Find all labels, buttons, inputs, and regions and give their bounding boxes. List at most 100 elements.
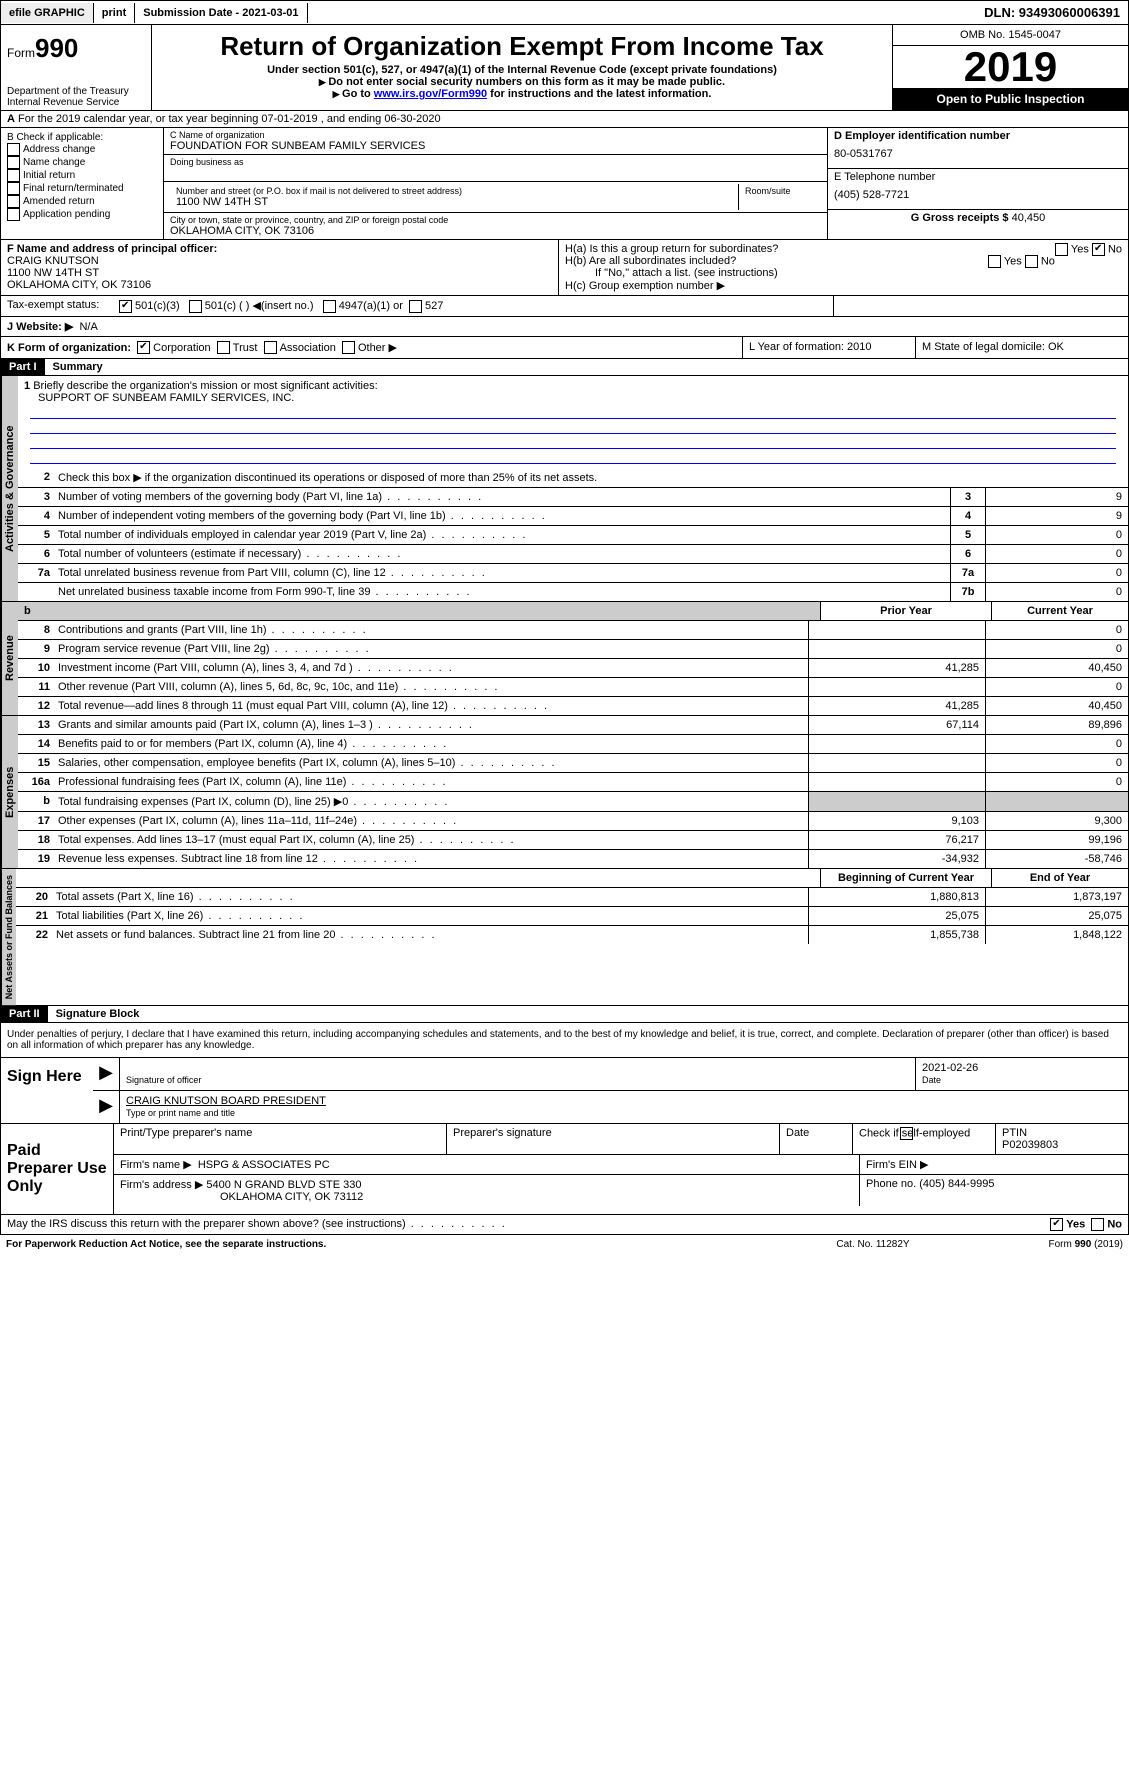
gov-line-7a: 7aTotal unrelated business revenue from … <box>18 564 1128 583</box>
city: OKLAHOMA CITY, OK 73106 <box>170 225 821 237</box>
ha-no[interactable] <box>1092 243 1105 256</box>
ha-yes[interactable] <box>1055 243 1068 256</box>
open-inspection: Open to Public Inspection <box>893 88 1128 110</box>
chk-501c3[interactable] <box>119 300 132 313</box>
website-val: N/A <box>79 321 97 333</box>
room-label: Room/suite <box>739 184 821 210</box>
line-b: bTotal fundraising expenses (Part IX, co… <box>18 792 1128 812</box>
vtab-expenses: Expenses <box>1 716 18 868</box>
colb-address-change: Address change <box>7 143 157 156</box>
gov-line-5: 5Total number of individuals employed in… <box>18 526 1128 545</box>
line-10: 10Investment income (Part VIII, column (… <box>18 659 1128 678</box>
line-22: 22Net assets or fund balances. Subtract … <box>16 926 1128 944</box>
subtitle-3: Go to www.irs.gov/Form990 for instructio… <box>160 88 884 100</box>
section-revenue: Revenue bPrior YearCurrent Year 8Contrib… <box>0 602 1129 716</box>
col-b-label: B Check if applicable: <box>7 132 157 143</box>
hb-no[interactable] <box>1025 255 1038 268</box>
hdr-curr: Current Year <box>991 602 1128 620</box>
vtab-netassets: Net Assets or Fund Balances <box>1 869 16 1005</box>
line-11: 11Other revenue (Part VIII, column (A), … <box>18 678 1128 697</box>
chk-4947[interactable] <box>323 300 336 313</box>
top-bar: efile GRAPHIC print Submission Date - 20… <box>0 0 1129 25</box>
org-name: FOUNDATION FOR SUNBEAM FAMILY SERVICES <box>170 140 821 152</box>
dept: Department of the Treasury Internal Reve… <box>1 84 151 110</box>
tax-label: Tax-exempt status: <box>1 296 113 316</box>
year-formation: L Year of formation: 2010 <box>743 337 916 359</box>
footer: For Paperwork Reduction Act Notice, see … <box>0 1235 1129 1254</box>
line-8: 8Contributions and grants (Part VIII, li… <box>18 621 1128 640</box>
row-klm: K Form of organization: Corporation Trus… <box>0 337 1129 360</box>
state-domicile: M State of legal domicile: OK <box>916 337 1128 359</box>
gov-line-7b: Net unrelated business taxable income fr… <box>18 583 1128 601</box>
chk-assoc[interactable] <box>264 341 277 354</box>
dln: DLN: 93493060006391 <box>976 1 1128 24</box>
subdate-btn[interactable]: Submission Date - 2021-03-01 <box>135 3 307 23</box>
col-d: D Employer identification number 80-0531… <box>828 128 1128 239</box>
row-a: A For the 2019 calendar year, or tax yea… <box>0 111 1129 128</box>
main-grid: B Check if applicable: Address changeNam… <box>0 128 1129 240</box>
subtitle-1: Under section 501(c), 527, or 4947(a)(1)… <box>160 64 884 76</box>
gov-line-4: 4Number of independent voting members of… <box>18 507 1128 526</box>
addr-label: Number and street (or P.O. box if mail i… <box>176 186 732 196</box>
f-label: F Name and address of principal officer: <box>7 243 217 255</box>
row-website: J Website: ▶ N/A <box>0 317 1129 337</box>
row-fh: F Name and address of principal officer:… <box>0 240 1129 296</box>
colb-final-return-terminated: Final return/terminated <box>7 182 157 195</box>
efile-btn[interactable]: efile GRAPHIC <box>1 3 94 23</box>
irs-link[interactable]: www.irs.gov/Form990 <box>374 88 487 100</box>
section-netassets: Net Assets or Fund Balances Beginning of… <box>0 869 1129 1006</box>
discuss-no[interactable] <box>1091 1218 1104 1231</box>
l2: Check this box ▶ if the organization dis… <box>54 468 1128 487</box>
ha: H(a) Is this a group return for subordin… <box>565 243 778 255</box>
line-16a: 16aProfessional fundraising fees (Part I… <box>18 773 1128 792</box>
col-b: B Check if applicable: Address changeNam… <box>1 128 164 239</box>
hdr-beg: Beginning of Current Year <box>820 869 991 887</box>
officer-addr2: OKLAHOMA CITY, OK 73106 <box>7 279 552 291</box>
chk-corp[interactable] <box>137 341 150 354</box>
line-14: 14Benefits paid to or for members (Part … <box>18 735 1128 754</box>
hb: H(b) Are all subordinates included? <box>565 255 736 267</box>
gross-receipts: 40,450 <box>1012 212 1046 224</box>
name-label: C Name of organization <box>170 130 821 140</box>
colb-amended-return: Amended return <box>7 195 157 208</box>
ein: 80-0531767 <box>834 142 1122 166</box>
vtab-revenue: Revenue <box>1 602 18 715</box>
form-title: Return of Organization Exempt From Incom… <box>160 31 884 62</box>
line-20: 20Total assets (Part X, line 16)1,880,81… <box>16 888 1128 907</box>
chk-527[interactable] <box>409 300 422 313</box>
sign-here: Sign Here ▶Signature of officer2021-02-2… <box>0 1058 1129 1124</box>
declaration: Under penalties of perjury, I declare th… <box>0 1023 1129 1058</box>
colb-name-change: Name change <box>7 156 157 169</box>
tax-year: 2019 <box>893 46 1128 88</box>
hc: H(c) Group exemption number ▶ <box>565 279 1122 292</box>
section-governance: Activities & Governance 1 Briefly descri… <box>0 376 1129 602</box>
discuss-row: May the IRS discuss this return with the… <box>0 1215 1129 1235</box>
line-17: 17Other expenses (Part IX, column (A), l… <box>18 812 1128 831</box>
gov-line-3: 3Number of voting members of the governi… <box>18 488 1128 507</box>
chk-self-emp[interactable] <box>900 1127 913 1140</box>
line-9: 9Program service revenue (Part VIII, lin… <box>18 640 1128 659</box>
line-19: 19Revenue less expenses. Subtract line 1… <box>18 850 1128 868</box>
print-btn[interactable]: print <box>94 3 135 23</box>
addr: 1100 NW 14TH ST <box>176 196 732 208</box>
l1: Briefly describe the organization's miss… <box>33 380 377 392</box>
chk-501c[interactable] <box>189 300 202 313</box>
chk-other[interactable] <box>342 341 355 354</box>
phone: (405) 528-7721 <box>834 183 1122 207</box>
paid-preparer: Paid Preparer Use Only Print/Type prepar… <box>0 1124 1129 1215</box>
colb-application-pending: Application pending <box>7 208 157 221</box>
form-header: Form990 Department of the Treasury Inter… <box>0 25 1129 111</box>
chk-trust[interactable] <box>217 341 230 354</box>
city-label: City or town, state or province, country… <box>170 215 821 225</box>
line-13: 13Grants and similar amounts paid (Part … <box>18 716 1128 735</box>
officer-name: CRAIG KNUTSON <box>7 255 552 267</box>
dba-label: Doing business as <box>170 157 821 167</box>
hb-yes[interactable] <box>988 255 1001 268</box>
form-prefix: Form <box>7 46 35 60</box>
col-c: C Name of organization FOUNDATION FOR SU… <box>164 128 828 239</box>
d-label: D Employer identification number <box>834 130 1010 142</box>
part1-header: Part I Summary <box>0 359 1129 376</box>
discuss-yes[interactable] <box>1050 1218 1063 1231</box>
hb-note: If "No," attach a list. (see instruction… <box>565 267 1122 279</box>
hdr-prior: Prior Year <box>820 602 991 620</box>
